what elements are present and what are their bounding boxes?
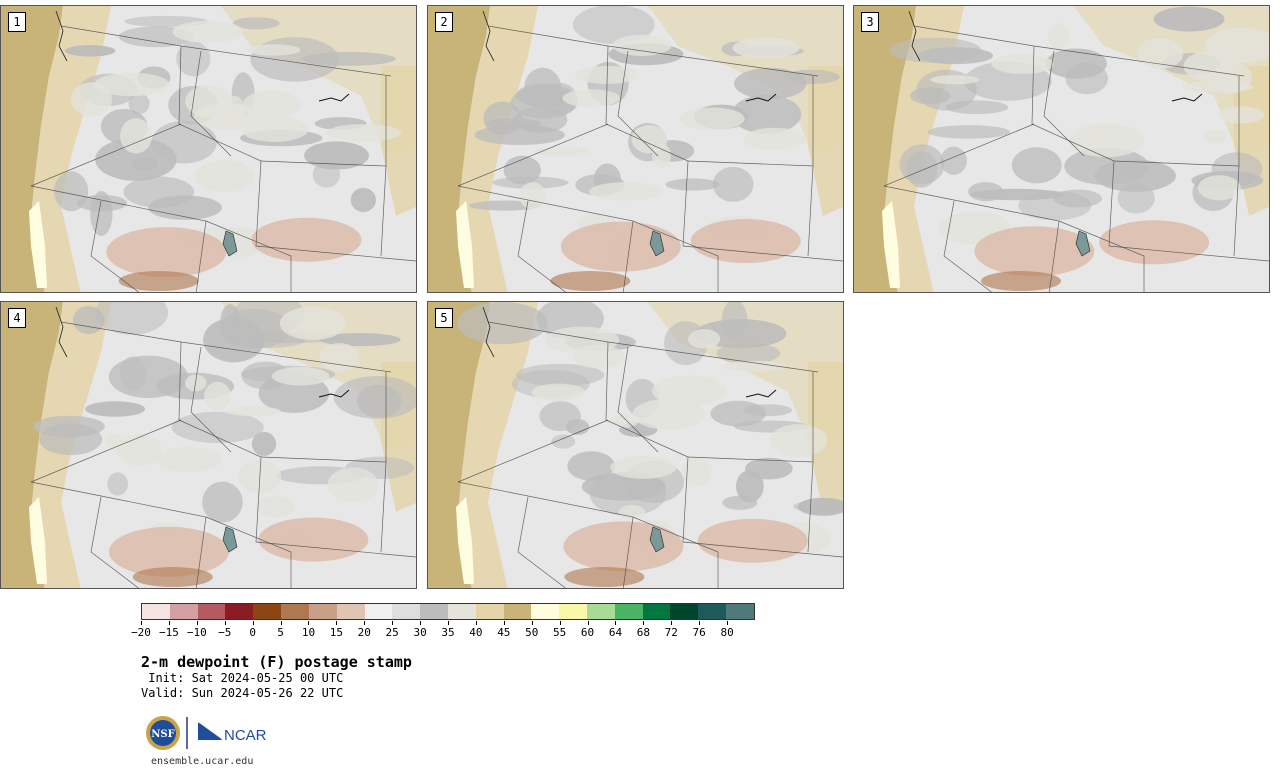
colorbar-tick [699, 621, 701, 625]
colorbar-segment [253, 604, 282, 619]
colorbar-segment [420, 604, 448, 619]
colorbar-tick-label: −20 [131, 626, 151, 639]
dewpoint-colorbar [141, 603, 755, 620]
colorbar-tick-label: 60 [580, 626, 595, 639]
colorbar-segment [336, 604, 365, 619]
colorbar-tick [308, 621, 310, 625]
colorbar-segment [392, 604, 421, 619]
colorbar-tick [280, 621, 282, 625]
ncar-logo-icon: NCAR [197, 721, 267, 744]
panel-number-label: 2 [435, 12, 453, 32]
colorbar-segment [670, 604, 699, 619]
colorbar-tick-label: 10 [301, 626, 316, 639]
colorbar-tick [727, 621, 729, 625]
dewpoint-map-3 [854, 6, 1269, 292]
colorbar-segment [281, 604, 309, 619]
colorbar-segment [559, 604, 587, 619]
colorbar-segment [308, 604, 337, 619]
member-map-3: 3 [853, 5, 1270, 293]
colorbar-segment [642, 604, 671, 619]
member-map-2: 2 [427, 5, 844, 293]
colorbar-tick-label: 68 [636, 626, 650, 639]
member-map-4: 4 [0, 301, 417, 589]
dewpoint-map-1 [1, 6, 416, 292]
colorbar-segment [698, 604, 727, 619]
colorbar-tick [141, 621, 142, 625]
colorbar-tick-label: 45 [497, 626, 511, 639]
colorbar-tick-label: 15 [329, 626, 343, 639]
colorbar-segment [503, 604, 532, 619]
colorbar-segment [614, 604, 643, 619]
panel-number-label: 5 [435, 308, 453, 328]
colorbar-tick-label: 55 [553, 626, 567, 639]
colorbar-tick-label: 72 [664, 626, 678, 639]
colorbar-tick-label: 80 [720, 626, 734, 639]
valid-time: Valid: Sun 2024-05-26 22 UTC [141, 686, 344, 700]
colorbar-segment [225, 604, 254, 619]
product-title: 2-m dewpoint (F) postage stamp [141, 653, 412, 671]
panel-number-label: 3 [861, 12, 879, 32]
colorbar-segment [142, 604, 170, 619]
colorbar-tick [336, 621, 338, 625]
colorbar-segment [364, 604, 393, 619]
colorbar-tick [671, 621, 673, 625]
colorbar-segment [475, 604, 504, 619]
colorbar-tick-label: −15 [158, 626, 179, 639]
colorbar-tick-label: 35 [441, 626, 455, 639]
colorbar-tick-label: 40 [469, 626, 483, 639]
colorbar-tick [475, 621, 477, 625]
colorbar-tick [420, 621, 422, 625]
colorbar-tick [364, 621, 366, 625]
colorbar-tick [392, 621, 394, 625]
colorbar-tick [643, 621, 645, 625]
colorbar-tick-label: −10 [186, 626, 207, 639]
colorbar-tick [168, 621, 170, 625]
member-map-1: 1 [0, 5, 417, 293]
panel-number-label: 4 [8, 308, 26, 328]
member-map-5: 5 [427, 301, 844, 589]
dewpoint-map-2 [428, 6, 843, 292]
colorbar-tick-label: 25 [385, 626, 399, 639]
dewpoint-map-5 [428, 302, 843, 588]
colorbar-tick [615, 621, 617, 625]
dewpoint-map-4 [1, 302, 416, 588]
colorbar-tick-label: 30 [413, 626, 427, 639]
colorbar-tick-labels: −20 −15 −10 −5 0 5 10 15 20 25 30 35 40 45 50 55 60 64 68 7… [131, 621, 755, 641]
colorbar-tick [252, 621, 254, 625]
colorbar-segment [169, 604, 198, 619]
panel-number-label: 1 [8, 12, 26, 32]
colorbar-segment [447, 604, 476, 619]
colorbar-tick [587, 621, 589, 625]
colorbar-tick [559, 621, 561, 625]
colorbar-tick-label: 5 [277, 626, 284, 639]
colorbar-tick [224, 621, 226, 625]
website-url: ensemble.ucar.edu [151, 756, 254, 767]
colorbar-tick [503, 621, 505, 625]
colorbar-tick-label: 20 [357, 626, 371, 639]
nsf-logo-icon: NSF [146, 716, 180, 750]
sponsor-logos: NSF NCAR [145, 714, 285, 752]
colorbar-tick-label: 76 [692, 626, 706, 639]
colorbar-tick-label: 0 [249, 626, 256, 639]
colorbar-segment [197, 604, 226, 619]
colorbar-segment [531, 604, 560, 619]
colorbar-tick-label: 50 [525, 626, 539, 639]
colorbar-tick-label: −5 [218, 626, 232, 639]
colorbar-segment [587, 604, 615, 619]
nsf-logo-text: NSF [151, 729, 174, 740]
ncar-logo-text: NCAR [224, 727, 267, 744]
colorbar-segment [726, 604, 754, 619]
colorbar-tick [531, 621, 533, 625]
colorbar-tick-label: 64 [608, 626, 623, 639]
init-time: Init: Sat 2024-05-25 00 UTC [141, 671, 344, 685]
colorbar-tick [196, 621, 198, 625]
colorbar-tick [448, 621, 449, 625]
